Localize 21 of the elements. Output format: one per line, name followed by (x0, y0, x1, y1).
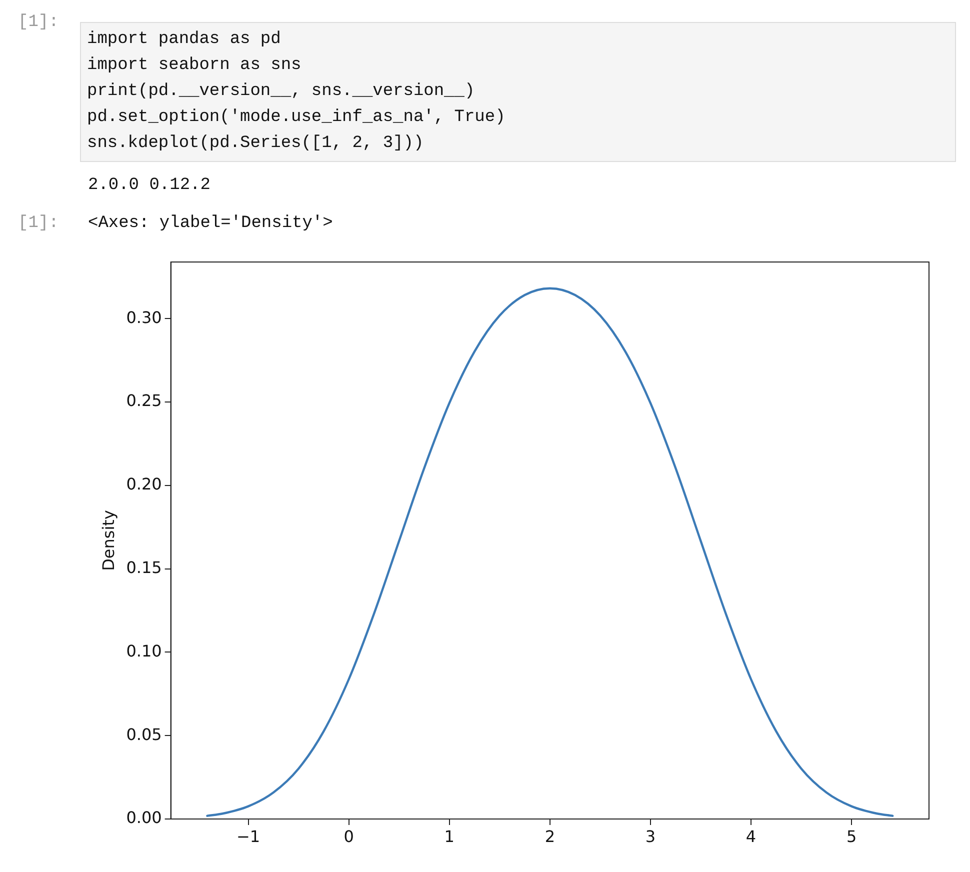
x-tick-label: −1 (236, 826, 260, 846)
y-tick-label: 0.05 (126, 724, 162, 744)
text: [1]: (18, 12, 59, 34)
y-axis-title: Density (98, 510, 118, 571)
text: [1]: (18, 213, 59, 235)
x-tick-label: 5 (846, 826, 857, 846)
y-tick-label: 0.25 (126, 391, 162, 410)
x-tick-label: 2 (544, 826, 556, 846)
text: import pandas as pd import seaborn as sns print(pd.__version__, sns.__version__) pd.set_option('mode.use_inf_as_na', True) sns.kdeplot(pd.Series([1, 2, 3])) (80, 22, 956, 162)
x-tick-label: 4 (746, 826, 756, 846)
x-tick-label: 1 (444, 826, 454, 846)
y-tick-label: 0.20 (126, 474, 162, 494)
y-tick-label: 0.00 (126, 808, 162, 828)
text: 2.0.0 0.12.2 (88, 175, 210, 197)
line-series (206, 287, 894, 817)
x-tick-label: 3 (645, 826, 656, 846)
text: <Axes: ylabel='Density'> (88, 213, 333, 235)
x-tick-label: 0 (344, 826, 354, 846)
y-tick-label: 0.30 (126, 308, 162, 327)
y-tick-label: 0.10 (126, 641, 162, 660)
y-tick-label: 0.15 (126, 558, 162, 578)
